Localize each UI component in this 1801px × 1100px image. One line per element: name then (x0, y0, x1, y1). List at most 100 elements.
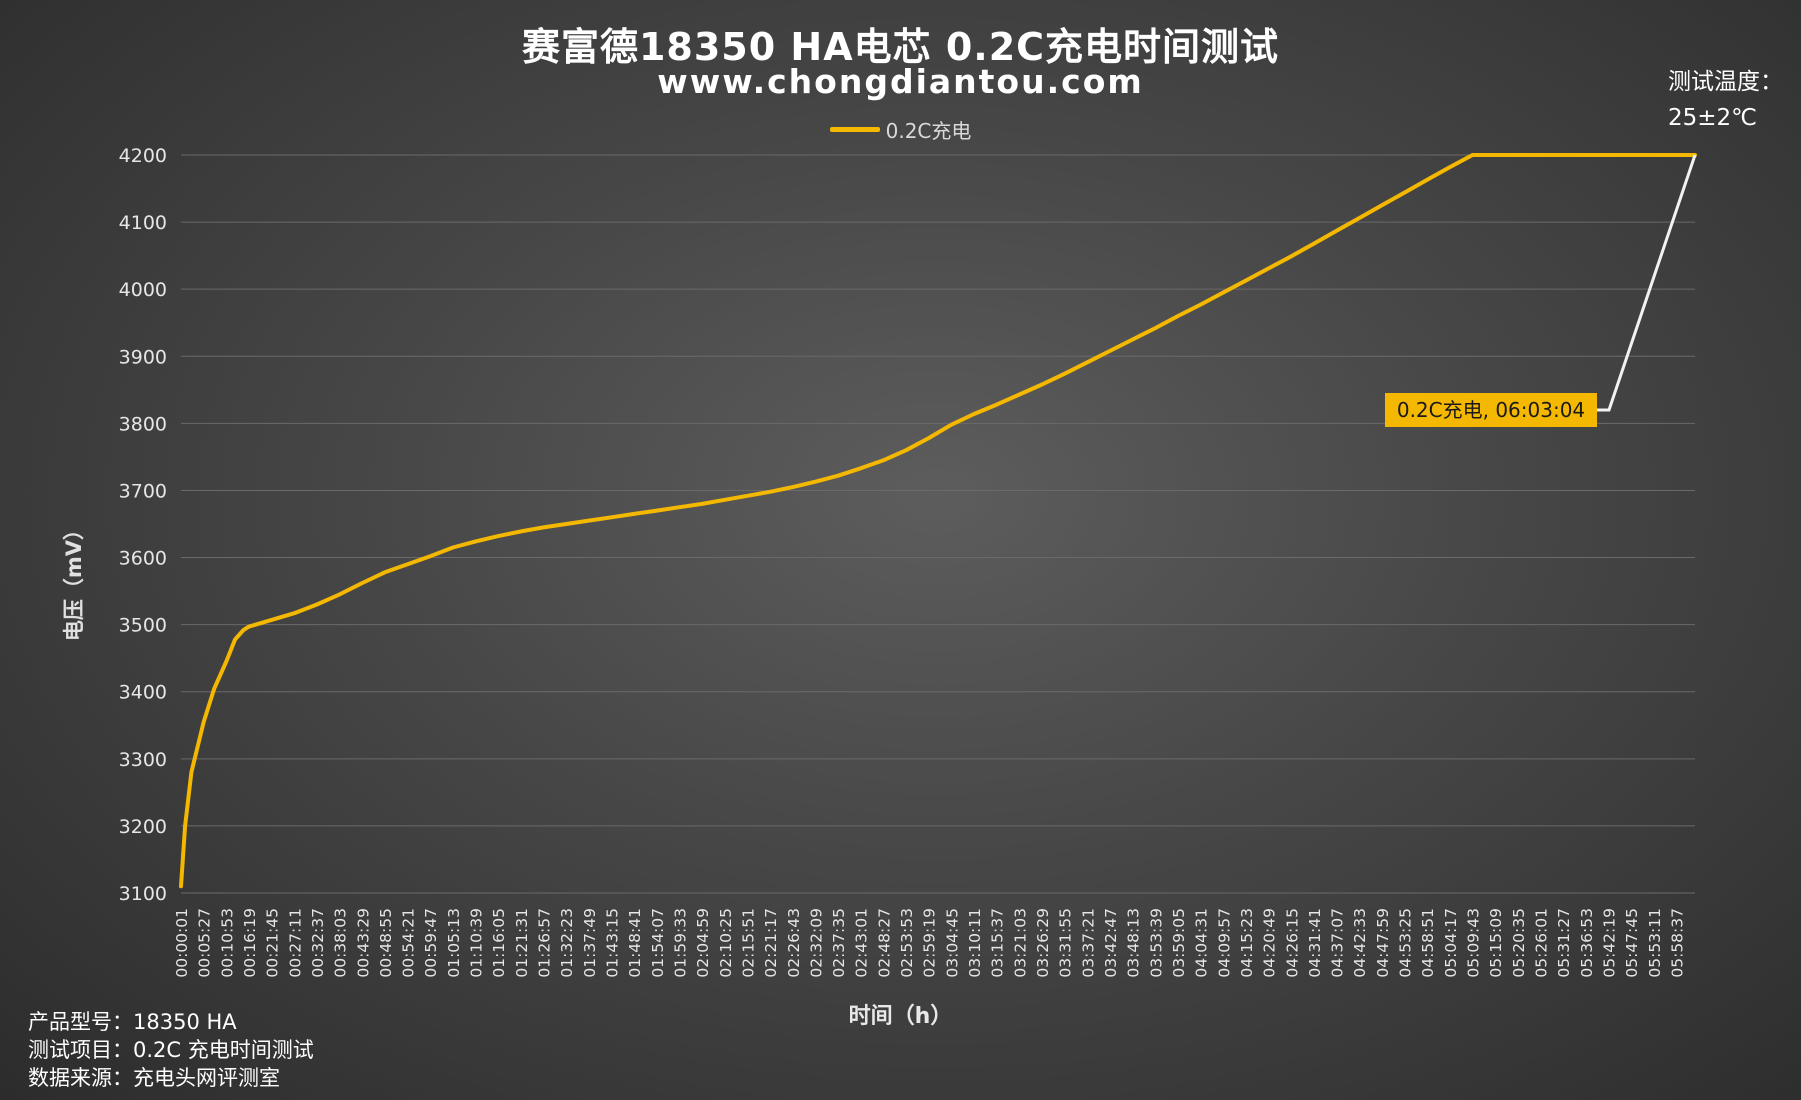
data-point (950, 424, 952, 426)
test-item: 测试项目：0.2C 充电时间测试 (28, 1038, 314, 1062)
x-tick-label: 04:42:33 (1351, 908, 1369, 978)
test-temperature-label: 测试温度： (1668, 69, 1783, 95)
data-point (656, 509, 658, 512)
y-tick-label: 3700 (119, 480, 167, 502)
x-tick-label: 02:32:09 (807, 908, 825, 978)
data-point (1449, 166, 1451, 168)
legend-label: 0.2C充电 (885, 119, 972, 143)
y-tick-label: 3800 (119, 413, 167, 435)
x-tick-label: 05:26:01 (1532, 908, 1550, 978)
x-tick-label: 01:37:49 (581, 908, 599, 978)
data-point (1539, 154, 1542, 156)
x-tick-label: 03:42:47 (1102, 908, 1120, 978)
data-point (1245, 279, 1247, 282)
x-tick-label: 01:32:23 (558, 908, 576, 978)
data-point (1562, 154, 1564, 156)
x-tick-label: 02:21:17 (762, 908, 780, 978)
data-point (248, 626, 250, 628)
x-tick-label: 03:37:21 (1079, 908, 1097, 978)
data-point (316, 603, 318, 606)
x-tick-label: 00:16:19 (241, 908, 259, 978)
data-point (905, 449, 907, 451)
data-point (474, 540, 477, 543)
test-temperature: 测试温度： 25±2℃ (1668, 64, 1783, 136)
data-point (1313, 242, 1315, 245)
data-point (769, 491, 771, 493)
x-tick-label: 00:59:47 (422, 908, 440, 978)
data-point (190, 771, 192, 773)
x-tick-label: 05:09:43 (1465, 908, 1483, 978)
data-point (973, 413, 975, 415)
chart-title: 赛富德18350 HA电芯 0.2C充电时间测试 (521, 25, 1280, 69)
x-tick-label: 03:21:03 (1011, 908, 1029, 978)
data-source: 数据来源：充电头网评测室 (28, 1066, 280, 1090)
data-point (1381, 204, 1383, 206)
data-point (1064, 373, 1066, 375)
data-point (1585, 154, 1587, 156)
x-tick-label: 03:48:13 (1125, 908, 1143, 978)
data-point (1018, 393, 1020, 396)
data-point (384, 571, 386, 573)
data-point (1222, 291, 1224, 294)
series-line-0 (179, 153, 1697, 889)
x-tick-label: 00:21:45 (264, 908, 282, 978)
x-tick-label: 00:38:03 (332, 908, 350, 978)
y-tick-label: 4100 (119, 212, 167, 234)
data-point (234, 638, 236, 640)
x-tick-label: 05:36:53 (1578, 908, 1596, 978)
data-point (1109, 350, 1111, 352)
y-tick-label: 3400 (119, 682, 167, 704)
x-tick-label: 02:10:25 (717, 908, 735, 978)
data-point (724, 499, 726, 501)
x-tick-label: 04:53:25 (1397, 908, 1415, 978)
data-point (184, 825, 186, 827)
x-tick-label: 05:20:35 (1510, 908, 1528, 978)
x-tick-label: 00:10:53 (218, 908, 236, 978)
data-point (837, 475, 839, 477)
x-tick-label: 02:37:35 (830, 908, 848, 978)
x-tick-label: 05:04:17 (1442, 908, 1460, 978)
x-tick-label: 04:15:23 (1238, 908, 1256, 978)
x-tick-label: 00:32:37 (309, 908, 327, 978)
data-point (242, 629, 245, 631)
data-point (928, 437, 930, 439)
legend: 0.2C充电 (0, 115, 1801, 144)
x-tick-label: 02:26:43 (785, 908, 803, 978)
x-axis-title: 时间（h） (848, 1004, 953, 1029)
data-point (678, 506, 681, 508)
x-tick-label: 01:54:07 (649, 908, 667, 978)
x-tick-label: 01:59:33 (671, 908, 689, 978)
y-tick-label: 4000 (119, 279, 167, 301)
data-point (1177, 315, 1179, 317)
x-tick-label: 04:31:41 (1306, 908, 1324, 978)
x-tick-label: 01:21:31 (513, 908, 531, 978)
test-temperature-value: 25±2℃ (1668, 105, 1758, 131)
data-point (1267, 267, 1270, 269)
x-tick-label: 03:59:05 (1170, 908, 1188, 978)
x-tick-label: 04:47:59 (1374, 908, 1392, 978)
data-point (1675, 154, 1678, 156)
data-point (792, 486, 794, 488)
x-tick-label: 03:53:39 (1147, 908, 1165, 978)
test-info: 产品型号：18350 HA 测试项目：0.2C 充电时间测试 数据来源：充电头网… (28, 1008, 314, 1092)
data-point (1426, 179, 1428, 181)
data-point (814, 481, 817, 483)
data-point (1086, 361, 1088, 363)
x-tick-label: 04:04:31 (1193, 908, 1211, 978)
data-point (1607, 154, 1610, 156)
data-point (429, 555, 431, 557)
x-tick-label: 04:26:15 (1283, 908, 1301, 978)
y-axis-title: 电压（mV） (62, 518, 86, 642)
data-point (225, 660, 227, 663)
x-tick-label: 00:54:21 (400, 908, 418, 978)
x-tick-label: 01:48:41 (626, 908, 644, 978)
x-tick-label: 04:58:51 (1419, 908, 1437, 978)
x-tick-label: 05:58:37 (1668, 908, 1686, 978)
x-tick-label: 00:43:29 (354, 908, 372, 978)
x-tick-label: 02:15:51 (739, 908, 757, 978)
data-point (1335, 230, 1338, 232)
x-tick-label: 02:48:27 (875, 908, 893, 978)
data-point (452, 546, 454, 549)
data-point (1471, 154, 1474, 156)
